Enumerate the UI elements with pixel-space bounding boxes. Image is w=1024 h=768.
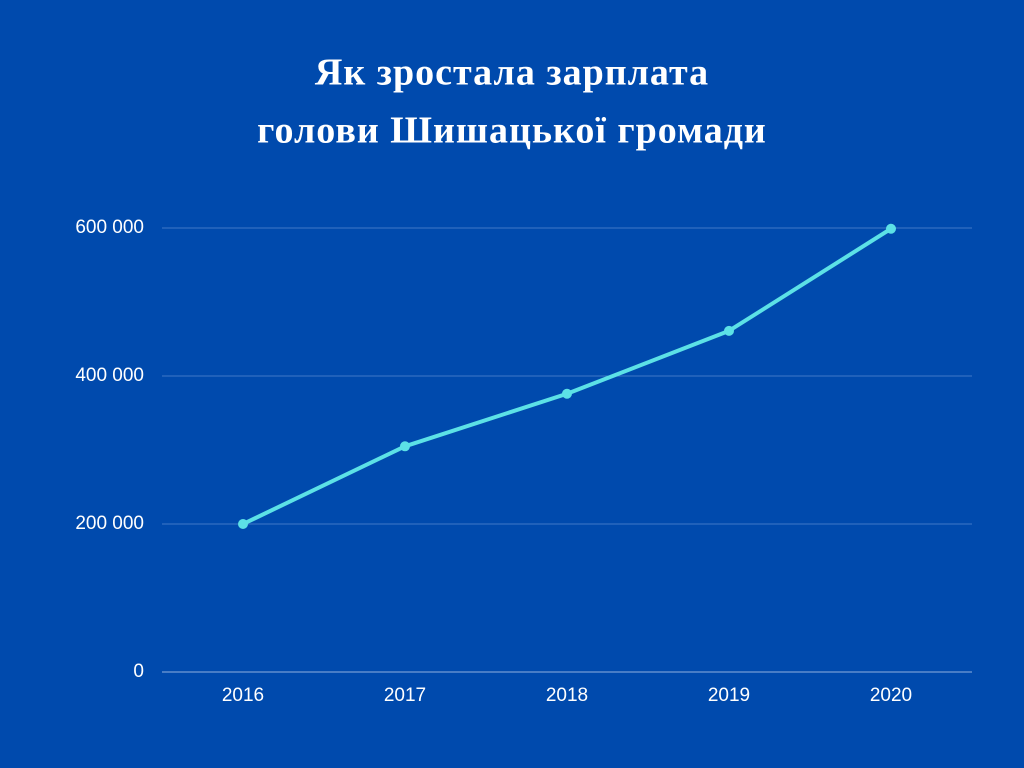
data-point	[562, 388, 572, 399]
chart-title: голови Шишацької громади	[257, 110, 767, 152]
data-point	[724, 325, 734, 336]
y-tick-label: 0	[133, 661, 144, 682]
y-tick-label: 400 000	[75, 365, 144, 386]
data-point	[400, 441, 410, 452]
y-tick-label: 600 000	[75, 217, 144, 238]
data-point	[238, 519, 248, 529]
x-tick-label: 2019	[708, 685, 750, 706]
x-tick-label: 2020	[870, 685, 912, 706]
y-tick-label: 200 000	[75, 513, 144, 534]
x-tick-label: 2018	[546, 685, 588, 706]
x-tick-label: 2016	[222, 685, 264, 706]
x-tick-label: 2017	[384, 685, 426, 706]
chart-title: Як зростала зарплата	[315, 52, 709, 94]
data-point	[886, 223, 896, 234]
